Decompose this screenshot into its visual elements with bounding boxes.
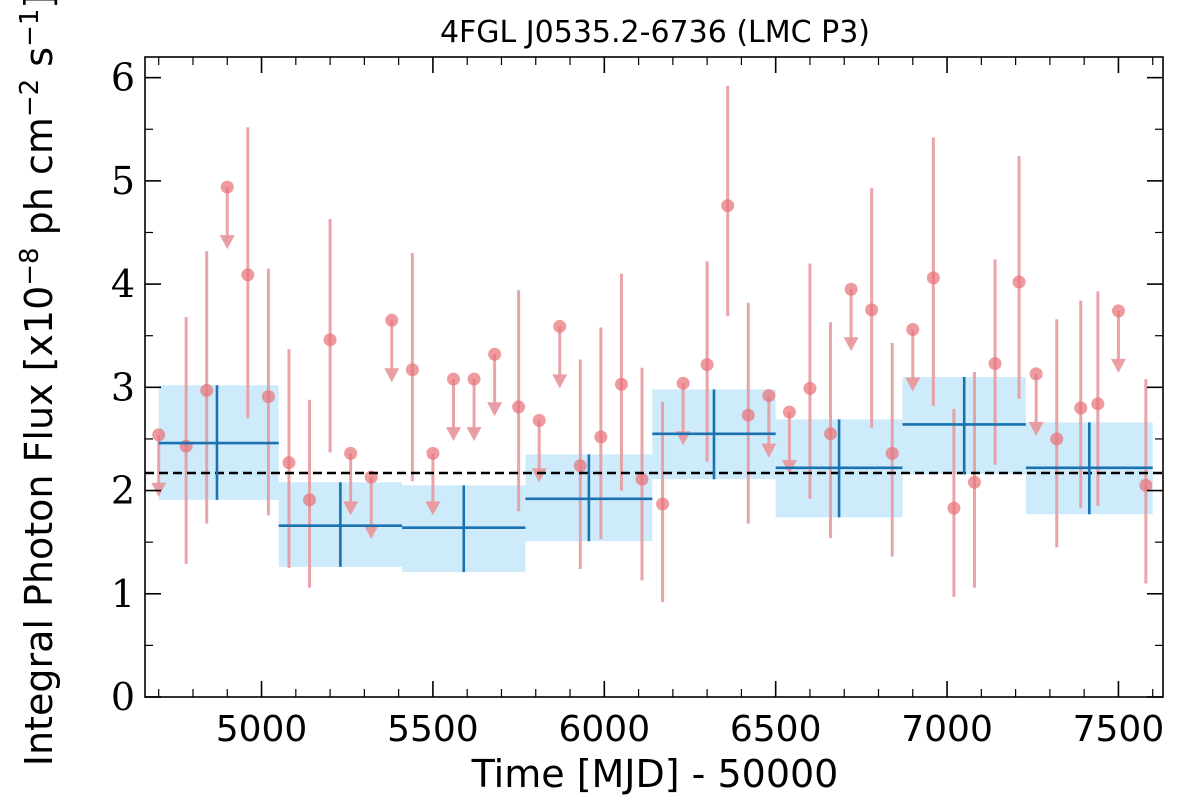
detection-point [323, 333, 337, 347]
detection-point [1050, 432, 1064, 446]
detection-point [1012, 275, 1026, 289]
detection-point [926, 271, 940, 285]
detection-point [741, 408, 755, 422]
y-tick-label: 0 [111, 675, 135, 719]
upper-limit-point [344, 446, 358, 460]
x-tick-label: 5000 [216, 709, 308, 750]
upper-limit-arrow [487, 402, 503, 417]
detection-point [700, 358, 714, 372]
upper-limit-point [676, 376, 690, 390]
upper-limit-arrow [761, 443, 777, 458]
upper-limit-point [782, 405, 796, 419]
upper-limit-arrow [466, 427, 482, 442]
upper-limit-point [1111, 304, 1125, 318]
y-label-part-1: Integral Photon Flux [x10 [17, 286, 61, 767]
upper-limit-point [467, 372, 481, 386]
chart-title: 4FGL J0535.2-6736 (LMC P3) [440, 15, 870, 50]
x-tick-label: 7000 [901, 709, 993, 750]
upper-limit-point [844, 282, 858, 296]
detection-point [656, 497, 670, 511]
y-tick-label: 2 [111, 469, 135, 513]
detection-point [405, 363, 419, 377]
x-axis-label: Time [MJD] - 50000 [471, 752, 839, 796]
upper-limit-point [762, 389, 776, 403]
y-label-part-2: ph cm [17, 117, 61, 247]
detection-point [1074, 401, 1088, 415]
upper-limit-point [385, 313, 399, 327]
detection-point [261, 390, 275, 404]
y-tick-label: 5 [111, 159, 135, 203]
detection-point [803, 381, 817, 395]
upper-limit-arrow [445, 427, 461, 442]
detection-point [1091, 397, 1105, 411]
upper-limit-arrow [905, 377, 921, 392]
y-tick-label: 1 [111, 572, 135, 616]
upper-limit-point [553, 319, 567, 333]
detection-point [594, 430, 608, 444]
upper-limit-point [152, 428, 166, 442]
y-tick-label: 3 [111, 365, 135, 409]
detection-point [1139, 478, 1153, 492]
detection-point [947, 501, 961, 515]
upper-limit-arrow [552, 374, 568, 389]
y-axis-label: Integral Photon Flux [x10−8 ph cm−2 s−1] [15, 0, 61, 766]
detection-point [614, 377, 628, 391]
upper-limit-arrow [343, 501, 359, 516]
y-tick-label: 4 [111, 262, 135, 306]
x-tick-label: 6500 [730, 709, 822, 750]
x-tick-label: 5500 [387, 709, 479, 750]
detection-point [303, 493, 317, 507]
x-tick-label: 7500 [1073, 709, 1165, 750]
detection-point [573, 459, 587, 473]
upper-limit-arrow [384, 368, 400, 383]
upper-limit-point [1029, 367, 1043, 381]
upper-limit-arrow [843, 337, 859, 352]
y-label-part-4: ] [17, 0, 61, 9]
detection-point [967, 475, 981, 489]
long-bin-bands [158, 377, 1153, 573]
detection-point [241, 268, 255, 282]
upper-limit-point [532, 413, 546, 427]
short-timescale-points [151, 85, 1153, 603]
upper-limit-arrow [425, 501, 441, 516]
y-tick-label: 6 [111, 56, 135, 100]
x-tick-label: 6000 [558, 709, 650, 750]
detection-point [282, 456, 296, 470]
axes: 5000 5500 6000 6500 7000 7500 0 1 2 3 4 5 6 [111, 56, 1164, 750]
y-label-exp-3: −1 [15, 9, 45, 47]
upper-limit-point [220, 180, 234, 194]
long-bin-crosses [158, 377, 1153, 573]
upper-limit-point [446, 372, 460, 386]
detection-point [824, 427, 838, 441]
detection-point [865, 303, 879, 317]
detection-point [721, 199, 735, 213]
detection-point [179, 439, 193, 453]
upper-limit-arrow [363, 525, 379, 540]
upper-limit-point [906, 323, 920, 337]
detection-point [885, 446, 899, 460]
upper-limit-arrow [1110, 358, 1126, 373]
y-label-exp-2: −2 [15, 79, 45, 117]
y-label-part-3: s [17, 47, 61, 79]
upper-limit-point [426, 446, 440, 460]
detection-point [512, 400, 526, 414]
y-label-exp-1: −8 [15, 247, 45, 285]
detection-point [200, 383, 214, 397]
detection-point [988, 357, 1002, 371]
detection-point [635, 472, 649, 486]
plot-frame [144, 56, 1164, 698]
upper-limit-arrow [219, 235, 235, 250]
upper-limit-point [488, 347, 502, 361]
upper-limit-arrow [1028, 421, 1044, 436]
